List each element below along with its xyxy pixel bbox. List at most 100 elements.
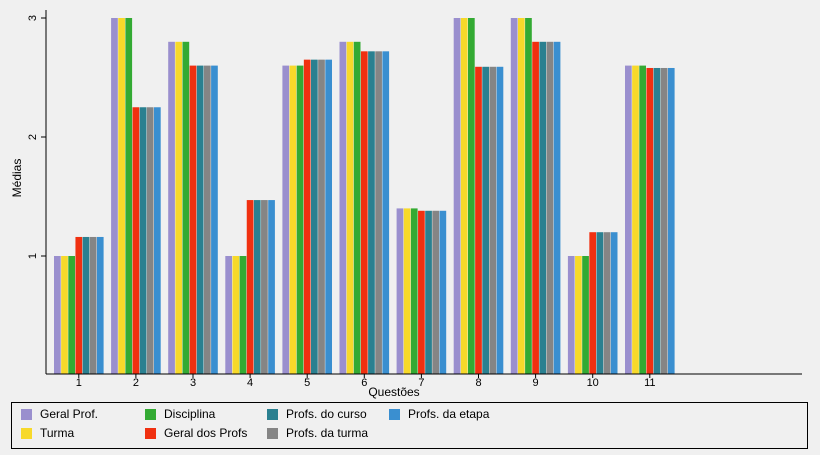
y-axis-label: Médias	[10, 159, 24, 198]
bar-q6-s6	[375, 51, 382, 374]
legend-swatch	[21, 408, 32, 420]
bar-q10-s2	[575, 256, 582, 374]
legend-label: Turma	[40, 426, 75, 440]
bar-q10-s7	[610, 232, 618, 374]
bar-q6-s5	[368, 51, 375, 374]
bar-q6-s3	[353, 41, 361, 375]
bar-q7-s4	[418, 210, 425, 374]
x-tick-label: 11	[644, 377, 655, 389]
x-tick-label: 9	[533, 377, 539, 389]
bar-q1-s6	[89, 236, 97, 374]
bar-q10-s3	[582, 256, 589, 374]
x-tick-label: 1	[76, 377, 82, 389]
bar-q4-s7	[268, 200, 275, 374]
bar-q1-s7	[96, 236, 104, 374]
bar-q11-s5	[653, 67, 661, 374]
bar-q11-s6	[660, 67, 668, 374]
bar-q9-s1	[510, 18, 518, 374]
x-tick-label: 2	[133, 377, 139, 389]
bar-q3-s5	[196, 65, 204, 374]
x-tick-label: 8	[475, 377, 481, 389]
bars-group	[54, 18, 675, 375]
bar-q5-s4	[303, 59, 311, 375]
bar-q9-s5	[539, 41, 547, 375]
bar-q7-s5	[425, 210, 432, 374]
x-tick-label: 5	[304, 377, 310, 389]
legend-item: Profs. da etapa	[389, 407, 489, 421]
x-axis-label: Questões	[368, 385, 419, 399]
x-tick-label: 3	[190, 377, 196, 389]
bar-q9-s7	[553, 41, 561, 375]
legend-label: Geral dos Profs	[164, 426, 248, 440]
bar-q4-s6	[261, 200, 268, 374]
legend-label: Profs. da etapa	[408, 407, 490, 421]
legend-swatch	[21, 427, 32, 439]
bar-q1-s1	[54, 256, 61, 374]
bar-q11-s2	[632, 65, 639, 374]
bar-q9-s2	[517, 18, 525, 374]
bar-q3-s1	[168, 41, 175, 375]
bar-q2-s1	[111, 18, 118, 374]
bar-q1-s3	[68, 256, 75, 374]
bar-q8-s5	[482, 66, 489, 374]
x-ticks: 1 2 3 4 5 6 7 8 9 10 11	[76, 374, 656, 389]
bar-q8-s2	[460, 18, 468, 374]
bar-q9-s6	[546, 41, 554, 375]
legend-item: Geral Prof.	[21, 407, 98, 421]
legend-label: Disciplina	[164, 407, 216, 421]
bar-q6-s4	[360, 51, 368, 374]
legend-label: Profs. da turma	[286, 426, 369, 440]
bar-q4-s3	[239, 256, 247, 374]
legend-label: Profs. do curso	[286, 407, 367, 421]
x-tick-label: 7	[418, 377, 424, 389]
bar-q6-s7	[382, 51, 390, 374]
bar-q11-s7	[667, 67, 675, 374]
legend-swatch	[267, 408, 278, 420]
bar-q7-s2	[403, 208, 411, 374]
bar-q8-s3	[468, 18, 475, 374]
bar-chart: 1 2 3 1 2 3 4 5 6 7 8 9 10 11 Questões Médias	[10, 10, 802, 399]
bar-q8-s6	[489, 66, 497, 374]
chart-legend: Geral Prof. Turma Disciplina Geral dos Prof…	[11, 402, 808, 449]
legend-item: Profs. do curso	[267, 407, 367, 421]
bar-q2-s6	[146, 107, 154, 374]
bar-q4-s4	[246, 200, 254, 374]
legend-swatch	[145, 408, 156, 420]
bar-q3-s7	[211, 65, 218, 374]
bar-q8-s4	[475, 66, 482, 374]
bar-q1-s5	[82, 236, 90, 374]
bar-q5-s7	[325, 59, 332, 375]
y-tick-label: 1	[27, 253, 39, 259]
bar-q10-s5	[596, 232, 604, 374]
bar-q9-s4	[532, 41, 539, 375]
bar-q1-s2	[61, 256, 68, 374]
bar-q2-s7	[154, 107, 161, 374]
bar-q7-s3	[410, 208, 418, 374]
bar-q6-s2	[346, 41, 354, 375]
bar-q2-s4	[132, 107, 140, 374]
legend-label: Geral Prof.	[40, 407, 99, 421]
bar-q7-s1	[396, 208, 404, 374]
bar-q5-s5	[311, 59, 318, 375]
bar-q11-s3	[639, 65, 646, 374]
y-tick-label: 3	[27, 15, 39, 21]
legend-item: Profs. da turma	[267, 426, 368, 440]
bar-q5-s6	[318, 59, 325, 375]
legend-item: Geral dos Profs	[145, 426, 247, 440]
bar-q5-s2	[289, 65, 297, 374]
bar-q7-s7	[439, 210, 447, 374]
bar-q10-s6	[603, 232, 611, 374]
bar-q2-s5	[139, 107, 147, 374]
bar-q4-s5	[253, 200, 261, 374]
bar-q5-s3	[296, 65, 304, 374]
bar-q3-s4	[189, 65, 197, 374]
bar-q4-s2	[232, 256, 240, 374]
bar-q11-s4	[646, 67, 654, 374]
legend-swatch	[389, 408, 400, 420]
y-ticks: 1 2 3	[27, 15, 46, 259]
bar-q4-s1	[225, 256, 232, 374]
legend-swatch	[267, 427, 278, 439]
legend-item: Turma	[21, 426, 74, 440]
bar-q7-s6	[432, 210, 440, 374]
bar-q2-s3	[125, 18, 133, 374]
